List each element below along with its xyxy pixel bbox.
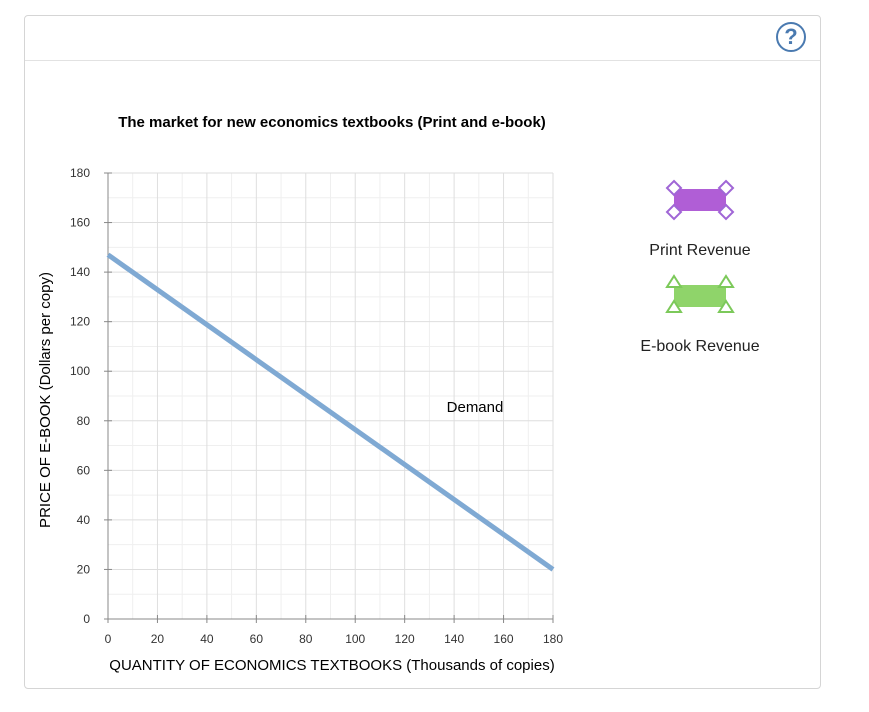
y-tick-label: 0 xyxy=(83,612,90,626)
y-tick-label: 140 xyxy=(70,265,90,279)
y-tick-label: 180 xyxy=(70,166,90,180)
x-tick-label: 60 xyxy=(250,632,264,646)
y-tick-label: 80 xyxy=(77,414,91,428)
y-tick-label: 60 xyxy=(77,463,91,477)
x-tick-label: 160 xyxy=(494,632,514,646)
x-tick-label: 0 xyxy=(105,632,112,646)
print-revenue-tool[interactable] xyxy=(665,179,735,221)
y-tick-label: 100 xyxy=(70,364,90,378)
triangle-handles-icon xyxy=(665,274,735,313)
chart-title: The market for new economics textbooks (… xyxy=(118,114,546,131)
x-tick-label: 140 xyxy=(444,632,464,646)
x-axis-label: QUANTITY OF ECONOMICS TEXTBOOKS (Thousan… xyxy=(109,657,554,674)
x-tick-label: 40 xyxy=(200,632,214,646)
x-tick-label: 20 xyxy=(151,632,165,646)
y-tick-label: 160 xyxy=(70,216,90,230)
y-tick-label: 20 xyxy=(77,562,91,576)
axes xyxy=(107,173,553,620)
diamond-handles-icon xyxy=(665,179,735,221)
x-tick-label: 100 xyxy=(345,632,365,646)
ebook-revenue-label: E-book Revenue xyxy=(640,338,759,355)
y-tick-label: 40 xyxy=(77,513,91,527)
series-layer xyxy=(106,252,555,572)
y-tick-label: 120 xyxy=(70,315,90,329)
ticks: 0 20 40 60 80 100 120 140 160 180 0 20 40 60 80 100 120 1… xyxy=(70,166,563,646)
print-revenue-label: Print Revenue xyxy=(649,242,750,259)
graph-panel: ? xyxy=(24,15,821,689)
x-tick-label: 80 xyxy=(299,632,313,646)
ebook-revenue-tool[interactable] xyxy=(665,274,735,313)
header-divider xyxy=(25,60,820,61)
demand-curve-label: Demand xyxy=(447,399,504,416)
help-button[interactable]: ? xyxy=(776,22,806,52)
grid-major xyxy=(108,172,554,619)
y-axis-label: PRICE OF E-BOOK (Dollars per copy) xyxy=(37,272,54,528)
x-tick-label: 180 xyxy=(543,632,563,646)
x-tick-label: 120 xyxy=(395,632,415,646)
demand-curve xyxy=(106,252,555,572)
grid-minor xyxy=(108,173,553,619)
